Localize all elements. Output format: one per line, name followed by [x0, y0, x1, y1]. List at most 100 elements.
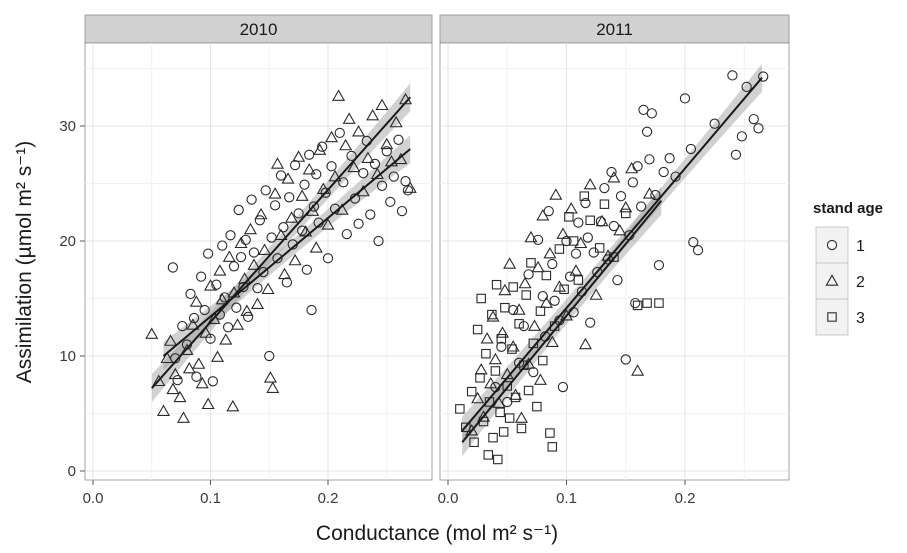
data-point-circle [369, 158, 381, 170]
data-point-square [642, 298, 652, 308]
data-point-circle [233, 204, 244, 216]
data-point-circle [293, 208, 304, 219]
data-point-square [507, 344, 517, 354]
data-point-triangle [625, 161, 639, 174]
data-point-square [516, 423, 527, 434]
data-point-triangle [186, 318, 200, 330]
panel-background [84, 42, 433, 481]
data-point-square [488, 432, 498, 443]
data-point-circle [748, 113, 759, 125]
data-point-circle [278, 222, 289, 233]
data-point-circle [275, 170, 287, 181]
data-point-triangle [527, 319, 542, 331]
data-point-circle [326, 161, 337, 172]
data-point-triangle [361, 151, 375, 163]
data-point-circle [289, 159, 301, 171]
legend-label: 3 [856, 310, 865, 327]
panel-2010: 2010 0.0 0.1 0.2 [83, 14, 433, 507]
data-point-circle [688, 236, 699, 248]
series-2 [465, 161, 656, 436]
data-point-circle [582, 232, 593, 243]
data-point-circle [658, 166, 669, 178]
data-point-circle [258, 266, 269, 278]
data-point-circle [242, 311, 254, 323]
data-point-circle [692, 245, 704, 256]
data-point-circle [741, 81, 752, 93]
data-point-square [493, 454, 503, 465]
data-point-square [472, 324, 483, 335]
data-point-circle [195, 271, 207, 282]
data-point-triangle [156, 404, 171, 416]
facet-label: 2011 [596, 20, 633, 39]
data-point-triangle [309, 241, 323, 253]
data-point-square [545, 428, 555, 438]
data-point-circle [252, 282, 263, 294]
data-point-triangle [180, 343, 194, 356]
data-point-triangle [152, 374, 166, 387]
y-tick-label: 10 [59, 348, 76, 365]
data-point-square [495, 407, 505, 418]
data-point-triangle [514, 411, 529, 423]
data-point-circle [653, 259, 665, 271]
data-point-circle [205, 333, 216, 344]
data-point-triangle [533, 373, 547, 385]
data-point-circle [630, 297, 641, 309]
data-point-triangle [243, 222, 257, 235]
data-point-circle [281, 277, 293, 288]
data-point-triangle [512, 303, 526, 315]
data-point-triangle [518, 276, 532, 289]
data-point-triangle [631, 364, 645, 376]
legend-entry-1: 1 [815, 226, 865, 264]
legend-key [815, 262, 849, 300]
data-point-circle [260, 185, 271, 196]
data-point-circle [225, 230, 236, 241]
data-point-triangle [352, 125, 366, 137]
data-point-triangle [503, 257, 517, 269]
data-point-triangle [189, 295, 203, 307]
data-point-triangle [173, 390, 187, 403]
data-point-triangle [324, 130, 339, 143]
data-point-circle [341, 228, 352, 240]
data-point-triangle [642, 187, 656, 199]
data-point-triangle [366, 108, 380, 121]
x-tick-label: 0.1 [556, 490, 577, 507]
data-point-circle [202, 248, 214, 259]
data-point-circle [670, 171, 681, 182]
data-point-circle [188, 312, 200, 324]
data-point-circle [199, 304, 210, 316]
data-point-circle [269, 200, 281, 211]
data-point-triangle [201, 397, 215, 410]
data-point-square [519, 360, 529, 370]
data-point-triangle [589, 288, 603, 300]
fit-line-1 [162, 148, 411, 357]
data-point-triangle [347, 160, 361, 173]
data-point-triangle [270, 157, 285, 169]
legend-label: 2 [856, 274, 865, 291]
data-point-triangle [332, 89, 346, 101]
data-point-square [559, 284, 569, 295]
y-tick-label: 20 [59, 233, 76, 250]
data-point-circle [537, 291, 548, 302]
data-point-triangle [543, 246, 557, 259]
data-point-square [564, 212, 574, 222]
data-point-circle [736, 131, 748, 142]
data-point-circle [376, 180, 388, 191]
data-point-circle [346, 150, 357, 162]
data-point-circle [231, 302, 242, 313]
legend: stand age 1 2 3 [813, 200, 883, 336]
legend-circle-icon [826, 239, 838, 251]
data-point-triangle [263, 371, 277, 383]
data-point-square [599, 199, 610, 209]
data-point-circle [636, 201, 647, 212]
data-point-circle [612, 274, 623, 286]
data-point-triangle [471, 391, 485, 404]
data-point-triangle [226, 399, 240, 412]
data-point-square [504, 413, 515, 423]
data-point-circle [580, 197, 591, 209]
data-point-circle [496, 341, 507, 352]
data-point-circle [400, 176, 411, 187]
data-point-square [585, 215, 595, 226]
data-point-square [476, 293, 486, 304]
data-point-triangle [219, 333, 233, 345]
